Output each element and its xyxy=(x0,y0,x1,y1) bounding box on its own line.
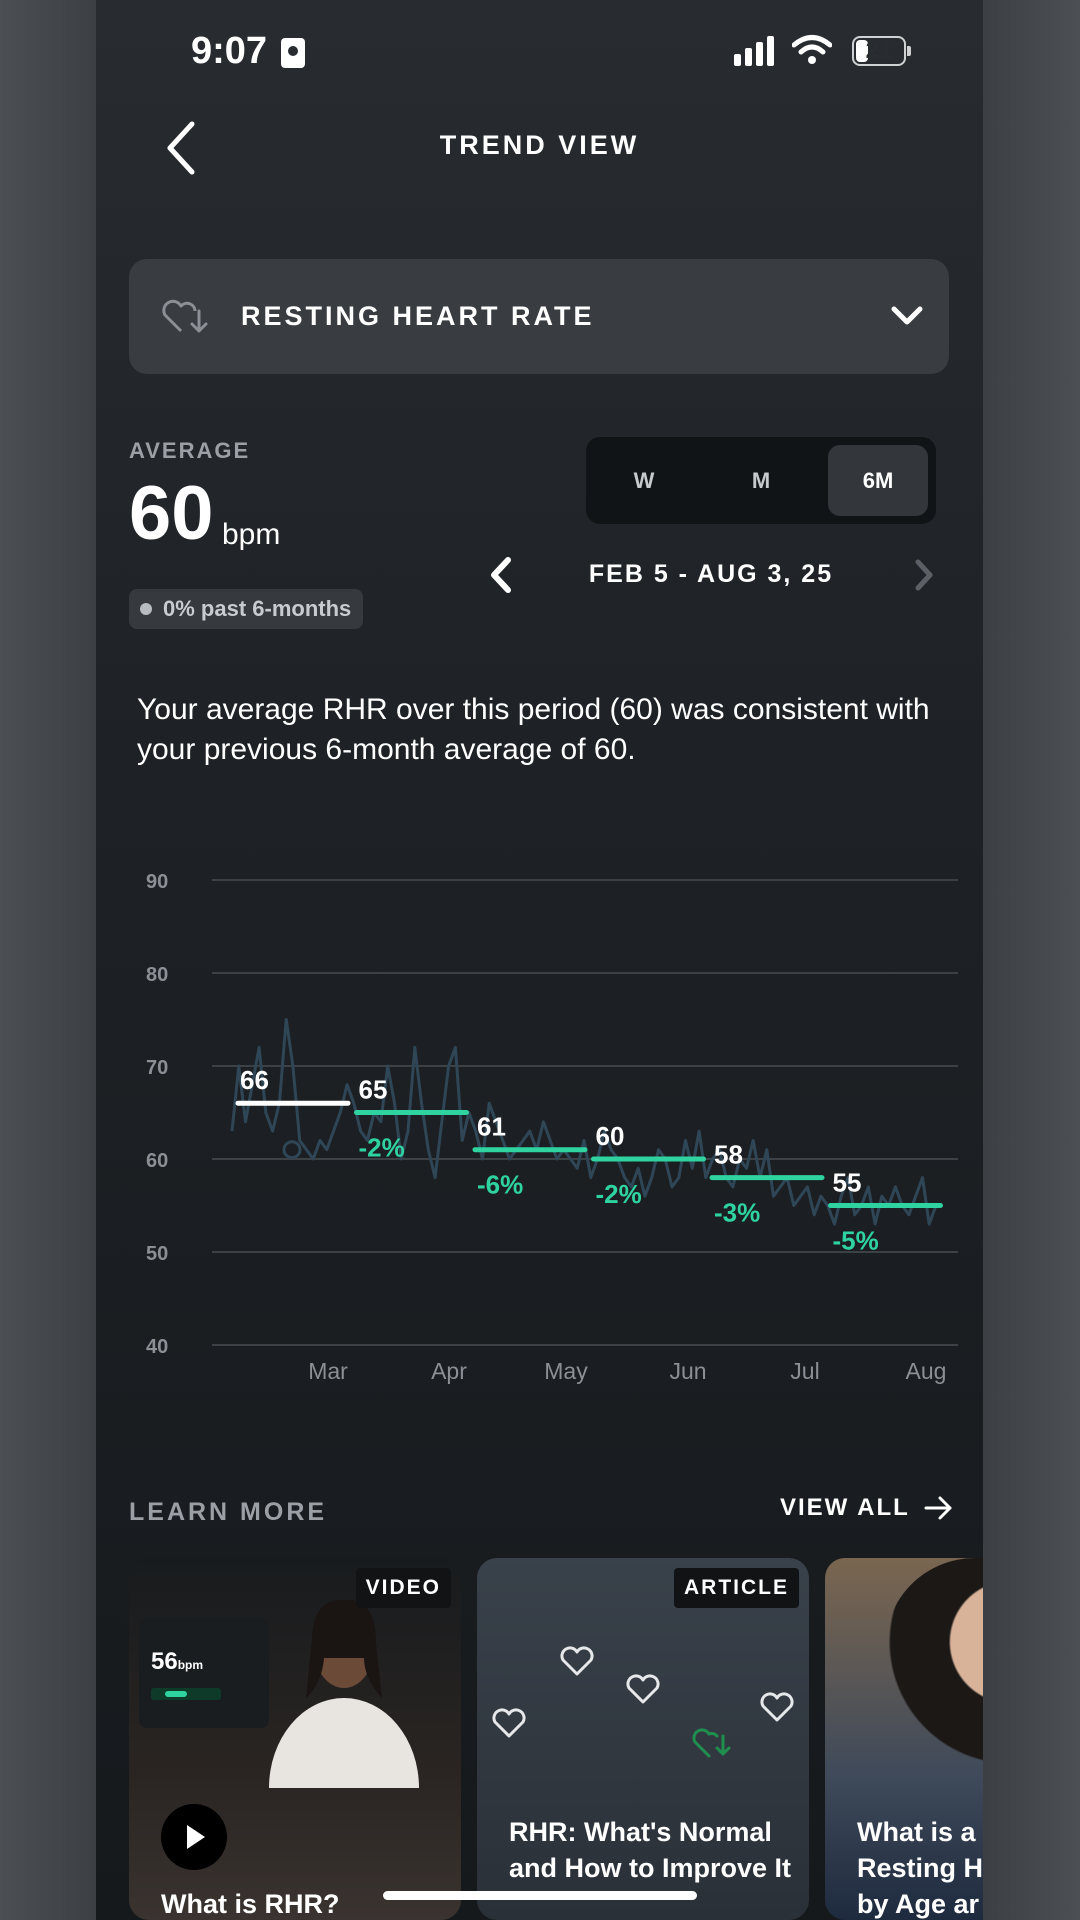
background-right xyxy=(983,0,1080,1920)
card-title: What is a Resting H by Age ar xyxy=(857,1817,983,1919)
range-option-6-months[interactable]: 6M xyxy=(828,445,928,516)
daily-rhr-line xyxy=(230,1018,938,1226)
average-value: 60 xyxy=(129,471,214,556)
metric-label: RESTING HEART RATE xyxy=(241,301,595,331)
y-tick-label: 90 xyxy=(146,871,168,893)
y-tick-label: 40 xyxy=(146,1336,168,1358)
marker-circle xyxy=(282,1140,302,1160)
card-title: What is RHR? xyxy=(161,1889,340,1919)
card-title: RHR: What's Normal and How to Improve It xyxy=(509,1817,792,1883)
monthly-change-label: -2% xyxy=(359,1133,405,1163)
heart-icons-illustration xyxy=(492,1646,794,1758)
learn-more-label: LEARN MORE xyxy=(129,1498,328,1526)
view-all-button[interactable]: VIEW ALL xyxy=(780,1494,954,1522)
status-time: 9:07 xyxy=(191,30,268,72)
y-tick-label: 80 xyxy=(146,964,168,986)
x-tick-label: Jun xyxy=(669,1358,706,1384)
monthly-average-label: 61 xyxy=(477,1112,506,1142)
view-all-label: VIEW ALL xyxy=(780,1494,910,1521)
monthly-average-label: 66 xyxy=(240,1065,269,1095)
mini-range-bar xyxy=(151,1688,221,1700)
background-left xyxy=(0,0,96,1920)
range-option-month[interactable]: M xyxy=(751,468,771,493)
monthly-change-label: -5% xyxy=(833,1226,879,1256)
summary-text: Your average RHR over this period (60) w… xyxy=(137,693,930,766)
card-badge-article: ARTICLE xyxy=(674,1568,799,1608)
monthly-change-label: -6% xyxy=(477,1170,523,1200)
x-tick-label: May xyxy=(544,1358,588,1384)
battery-level: 21 xyxy=(865,37,893,64)
average-change-badge: 0% past 6-months xyxy=(129,589,364,629)
learn-card-article-2[interactable]: What is a Resting H by Age ar xyxy=(825,1558,983,1920)
monthly-average-label: 65 xyxy=(359,1075,388,1105)
home-indicator xyxy=(383,1891,697,1900)
rhr-trend-chart: 90 80 70 60 50 40 Mar Apr May Jun Jul Aug 66 65 -2% 61 -… xyxy=(146,871,958,1384)
x-tick-label: Aug xyxy=(906,1358,947,1384)
play-button[interactable] xyxy=(161,1804,227,1870)
monthly-change-label: -2% xyxy=(596,1179,642,1209)
date-range: FEB 5 - AUG 3, 25 xyxy=(588,560,834,588)
range-toggle: W M 6M xyxy=(586,437,936,524)
monthly-average-label: 58 xyxy=(714,1140,743,1170)
cellular-signal-icon xyxy=(734,36,774,66)
status-bar: 9:07 21 xyxy=(96,0,983,100)
monthly-change-label: -3% xyxy=(714,1198,760,1228)
x-tick-label: Jul xyxy=(790,1358,819,1384)
x-tick-label: Mar xyxy=(308,1358,348,1384)
monthly-average-label: 60 xyxy=(596,1121,625,1151)
heart-arrow-icon xyxy=(162,299,208,333)
learn-card-article[interactable]: ARTICLE RHR: What's Normal and How to Im… xyxy=(477,1558,809,1920)
chevron-down-icon[interactable] xyxy=(889,301,925,331)
id-card-icon xyxy=(281,38,305,68)
app-screen: 9:07 21 TREND VIEW RESTING HEART RATE AV… xyxy=(96,0,983,1920)
y-tick-label: 50 xyxy=(146,1243,168,1265)
back-button[interactable] xyxy=(156,118,212,178)
monthly-average-label: 55 xyxy=(833,1168,862,1198)
person-image xyxy=(885,1558,983,1798)
presenter-image xyxy=(269,1599,419,1788)
previous-period-button[interactable] xyxy=(486,556,516,594)
average-label: AVERAGE xyxy=(129,438,251,463)
y-tick-label: 60 xyxy=(146,1150,168,1172)
next-period-button[interactable] xyxy=(911,558,937,592)
mini-metric-value: 56bpm xyxy=(151,1648,204,1675)
wifi-icon xyxy=(792,35,832,64)
page-title: TREND VIEW xyxy=(439,130,640,160)
x-tick-label: Apr xyxy=(431,1358,467,1384)
arrow-right-icon xyxy=(924,1496,952,1520)
learn-card-video[interactable]: 56bpm VIDEO What is RHR? xyxy=(129,1558,461,1920)
card-badge-video: VIDEO xyxy=(355,1568,451,1608)
y-tick-label: 70 xyxy=(146,1057,168,1079)
battery-icon: 21 xyxy=(852,36,911,66)
average-unit: bpm xyxy=(222,518,281,551)
mini-metric-panel: 56bpm xyxy=(139,1618,269,1728)
range-option-week[interactable]: W xyxy=(633,468,655,493)
metric-selector[interactable]: RESTING HEART RATE xyxy=(129,259,949,374)
